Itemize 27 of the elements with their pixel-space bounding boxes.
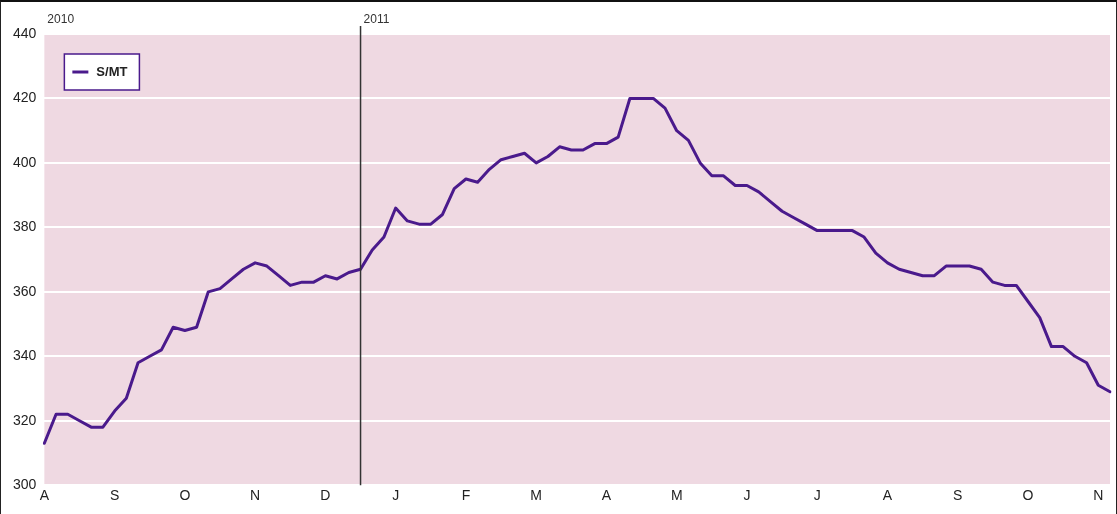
y-tick-label: 340: [13, 347, 37, 364]
text: 2011: [363, 12, 390, 27]
legend-label: S/MT: [96, 63, 128, 79]
y-tick-label: 380: [13, 218, 37, 235]
text: 2010: [47, 12, 75, 27]
y-tick-label: 420: [13, 89, 37, 106]
x-tick-label: N: [1093, 487, 1104, 504]
x-tick-label: J: [392, 487, 400, 504]
y-tick-label: 300: [13, 476, 37, 493]
x-tick-label: D: [320, 487, 331, 504]
x-tick-label: S: [109, 487, 120, 504]
x-tick-label: M: [530, 487, 543, 504]
x-tick-label: A: [39, 487, 50, 504]
x-tick-label: J: [743, 487, 751, 504]
y-tick-label: 440: [13, 24, 37, 41]
x-tick-label: S: [953, 487, 963, 504]
x-tick-label: F: [461, 487, 471, 504]
x-tick-label: O: [179, 487, 191, 504]
x-tick-label: N: [250, 487, 261, 504]
x-tick-label: J: [813, 487, 821, 504]
x-tick-label: A: [882, 487, 893, 504]
y-tick-label: 400: [13, 153, 37, 170]
x-tick-label: O: [1022, 487, 1034, 504]
x-tick-label: M: [670, 487, 683, 504]
y-tick-label: 360: [13, 282, 37, 299]
x-tick-label: A: [601, 487, 612, 504]
y-tick-label: 320: [13, 411, 37, 428]
